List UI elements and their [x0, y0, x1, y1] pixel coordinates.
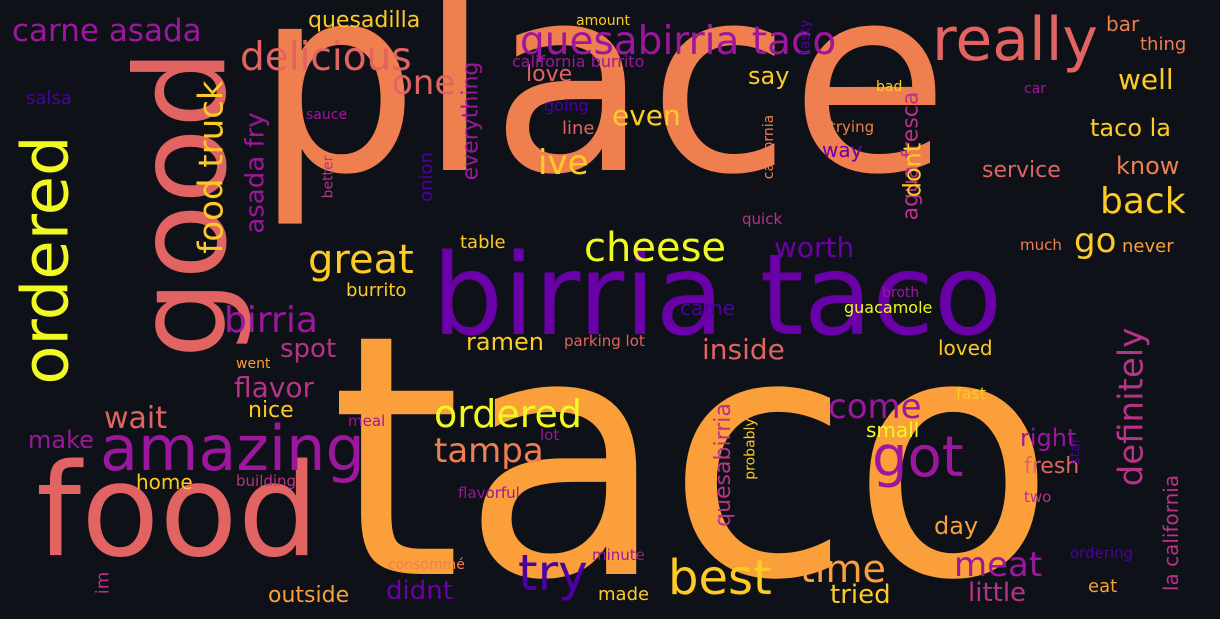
- word-outside: outside: [268, 583, 350, 608]
- word-fresh: fresh: [1024, 454, 1080, 479]
- word-line: line: [562, 118, 595, 139]
- word-ive: ive: [538, 143, 589, 183]
- word-ramen: ramen: [466, 328, 544, 356]
- word-dont: dont: [898, 142, 927, 198]
- word-broth: broth: [882, 285, 920, 301]
- word-much: much: [1020, 236, 1062, 254]
- word-home: home: [136, 470, 193, 494]
- word-carne-asada: carne asada: [12, 13, 202, 49]
- word-fast: fast: [956, 384, 987, 403]
- word-asada-fry: asada fry: [240, 112, 271, 234]
- word-sauce: sauce: [306, 107, 348, 123]
- word-ordering: ordering: [1070, 544, 1134, 562]
- word-amount: amount: [576, 13, 631, 29]
- word-best: best: [668, 550, 772, 606]
- word-onion: onion: [415, 152, 437, 202]
- word-went: went: [236, 356, 271, 372]
- word-got: got: [872, 425, 964, 490]
- word-everything: everything: [458, 61, 484, 181]
- word-better: better: [320, 155, 337, 199]
- word-definitely: definitely: [1111, 327, 1152, 487]
- word-la-california: la california: [1159, 474, 1184, 592]
- word-well: well: [1118, 63, 1174, 96]
- word-table: table: [460, 232, 506, 253]
- word-star: star: [1067, 437, 1084, 465]
- word-made: made: [598, 584, 650, 605]
- word-ordered-medium: ordered: [434, 392, 582, 436]
- word-nice: nice: [248, 398, 294, 423]
- word-food: food: [36, 437, 319, 586]
- word-day: day: [934, 512, 979, 540]
- word-lot: lot: [540, 426, 560, 444]
- word-thing: thing: [1140, 34, 1187, 55]
- word-small: small: [866, 418, 920, 442]
- word-tried: tried: [830, 580, 891, 610]
- word-two: two: [1024, 488, 1052, 506]
- word-flavor: flavor: [234, 371, 315, 404]
- word-tampa: tampa: [434, 431, 544, 471]
- word-bar: bar: [1106, 12, 1140, 36]
- word-one: one: [392, 63, 456, 103]
- word-love: love: [526, 62, 573, 87]
- word-didnt: didnt: [386, 576, 453, 606]
- word-come: come: [828, 387, 922, 427]
- word-wait: wait: [104, 401, 168, 436]
- word-salsa: salsa: [26, 88, 72, 109]
- word-great: great: [308, 237, 414, 283]
- word-say: say: [748, 62, 790, 90]
- word-never: never: [1122, 236, 1174, 257]
- word-ordered-large: ordered: [9, 135, 84, 385]
- word-california: california: [761, 114, 778, 180]
- word-delicious: delicious: [240, 35, 412, 80]
- word-taco: taco: [330, 264, 1056, 619]
- word-really: really: [932, 5, 1098, 75]
- word-amazing: amazing: [100, 412, 365, 485]
- word-im: im: [92, 571, 114, 595]
- word-parking-lot: parking lot: [564, 332, 645, 350]
- word-eat: eat: [1088, 576, 1118, 597]
- word-california-burrito: california burrito: [512, 52, 645, 71]
- word-birria-taco: birria taco: [432, 231, 1003, 361]
- word-building: building: [236, 472, 297, 490]
- word-service: service: [982, 158, 1061, 183]
- word-cheese: cheese: [584, 225, 727, 271]
- word-flavorful: flavorful: [458, 484, 520, 502]
- word-birria: birria: [224, 300, 318, 341]
- word-bad: bad: [876, 79, 903, 95]
- word-quesabirria: quesabirria: [710, 403, 736, 527]
- word-meat: meat: [954, 545, 1043, 585]
- word-time: time: [800, 547, 886, 591]
- word-spot: spot: [280, 334, 337, 364]
- word-quick: quick: [742, 210, 783, 228]
- word-probably: probably: [742, 418, 759, 480]
- word-quesabirria-taco: quesabirria taco: [520, 19, 837, 64]
- word-tasty: tasty: [797, 19, 814, 55]
- word-right: right: [1020, 424, 1077, 452]
- word-quesadilla: quesadilla: [308, 8, 421, 33]
- word-try: try: [518, 544, 588, 602]
- word-burrito: burrito: [346, 280, 407, 301]
- word-loved: loved: [938, 336, 993, 360]
- word-car: car: [1024, 81, 1047, 97]
- word-back: back: [1100, 181, 1186, 222]
- word-food-truck: food truck: [191, 80, 232, 254]
- word-make: make: [28, 426, 94, 454]
- word-guacamole: guacamole: [844, 298, 933, 317]
- word-inside: inside: [702, 333, 785, 366]
- word-little: little: [968, 578, 1027, 608]
- word-worth: worth: [774, 231, 855, 264]
- word-meal: meal: [348, 412, 386, 430]
- word-going: going: [544, 96, 589, 115]
- word-know: know: [1116, 152, 1180, 180]
- word-taco-la: taco la: [1090, 114, 1171, 142]
- word-even: even: [612, 99, 681, 132]
- word-way: way: [822, 138, 863, 162]
- word-go: go: [1074, 221, 1117, 261]
- word-place: place: [255, 0, 950, 231]
- word-came: came: [680, 296, 736, 320]
- word-consomme: consommé: [388, 557, 465, 573]
- word-minute: minute: [592, 546, 645, 564]
- word-trying: trying: [830, 118, 875, 136]
